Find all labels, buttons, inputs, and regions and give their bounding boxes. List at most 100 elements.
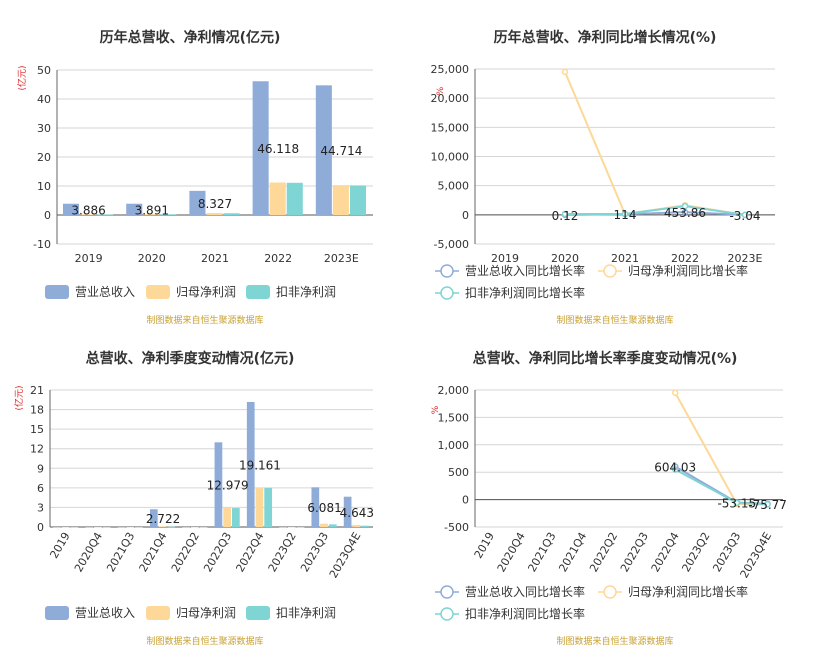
bar-营业总收入-2019 — [53, 527, 61, 528]
data-label: 4.643 — [340, 506, 374, 520]
y-tick-label: 10,000 — [431, 151, 470, 164]
legend-swatch-营业总收入同比增长率[interactable] — [440, 264, 454, 278]
chart-title: 总营收、净利季度变动情况(亿元) — [86, 350, 295, 367]
legend-swatch-归母净利润同比增长率[interactable] — [603, 585, 617, 599]
bar-归母净利润-2023Q3 — [320, 523, 328, 527]
bar-营业总收入-2022 — [252, 81, 269, 215]
legend-label[interactable]: 营业总收入同比增长率 — [465, 584, 585, 599]
legend-swatch-扣非净利润[interactable] — [246, 606, 270, 620]
series-line-扣非净利润同比增长率 — [564, 205, 746, 216]
x-tick-label: 2021Q4 — [137, 530, 170, 574]
bar-归母净利润-2021 — [206, 212, 223, 215]
series-point-扣非净利润同比增长率[interactable] — [621, 210, 629, 218]
y-tick-label: 30 — [37, 122, 51, 135]
data-label: 6.081 — [307, 501, 341, 515]
x-tick-label: 2019 — [472, 530, 497, 561]
quarterly-growth-chart: 总营收、净利同比增长率季度变动情况(%)% -500 0 500 1,000 1,500 2… — [431, 350, 787, 647]
bar-营业总收入-2023Q3 — [311, 487, 320, 527]
legend-label[interactable]: 归母净利润同比增长率 — [628, 584, 748, 599]
data-label: -75.77 — [748, 498, 787, 512]
source-note: 制图数据来自恒生聚源数据库 — [146, 635, 263, 647]
data-label: 3.891 — [135, 203, 169, 217]
bar-扣非净利润-2020Q4 — [102, 527, 111, 528]
legend-swatch-营业总收入同比增长率[interactable] — [440, 585, 454, 599]
x-tick-label: 2023Q3 — [298, 530, 331, 574]
legend-label[interactable]: 扣非净利润 — [276, 285, 336, 299]
series-point-扣非净利润同比增长率[interactable] — [733, 499, 741, 507]
y-tick-label: -5,000 — [434, 238, 469, 251]
y-tick-label: 6 — [37, 482, 44, 495]
data-label: -53.15 — [717, 497, 756, 511]
bar-归母净利润-2022Q2 — [190, 527, 199, 528]
bar-扣非净利润-2021Q3 — [135, 527, 143, 528]
x-tick-label: 2020 — [551, 252, 579, 265]
legend-swatch-扣非净利润同比增长率[interactable] — [440, 607, 454, 621]
series-point-营业总收入同比增长率[interactable] — [681, 208, 689, 216]
data-label: 46.118 — [257, 142, 299, 156]
legend-label[interactable]: 营业总收入 — [75, 285, 135, 299]
series-point-扣非净利润同比增长率[interactable] — [681, 202, 689, 210]
bar-归母净利润-2021Q4 — [158, 526, 167, 527]
bar-营业总收入-2020 — [126, 203, 143, 215]
bar-扣非净利润-2022 — [286, 182, 303, 215]
y-tick-label: -10 — [33, 238, 51, 251]
legend-label[interactable]: 扣非净利润 — [276, 606, 336, 620]
x-tick-label: 2022Q3 — [618, 530, 651, 574]
legend-swatch-归母净利润[interactable] — [146, 606, 170, 620]
series-point-归母净利润同比增长率[interactable] — [561, 68, 569, 76]
legend-label[interactable]: 归母净利润 — [176, 606, 236, 620]
bar-营业总收入-2023Q2 — [279, 527, 287, 528]
x-tick-label: 2023E — [728, 252, 763, 265]
series-point-扣非净利润同比增长率[interactable] — [671, 466, 679, 473]
x-tick-label: 2023Q4E — [327, 530, 364, 580]
x-tick-label: 2023Q2 — [680, 530, 713, 574]
bar-归母净利润-2023E — [332, 185, 349, 215]
legend-label[interactable]: 营业总收入同比增长率 — [465, 263, 585, 278]
series-point-扣非净利润同比增长率[interactable] — [561, 210, 569, 218]
series-point-扣非净利润同比增长率[interactable] — [741, 211, 749, 219]
x-tick-label: 2019 — [47, 530, 72, 561]
series-line-归母净利润同比增长率 — [674, 392, 768, 506]
bar-归母净利润-2019 — [61, 527, 70, 528]
legend-swatch-扣非净利润同比增长率[interactable] — [440, 286, 454, 300]
data-label: 114 — [614, 208, 637, 222]
y-tick-label: -500 — [444, 521, 469, 534]
bar-归母净利润-2020Q4 — [94, 527, 102, 528]
legend-label[interactable]: 扣非净利润同比增长率 — [465, 285, 585, 300]
legend-swatch-营业总收入[interactable] — [45, 285, 69, 299]
y-tick-label: 21 — [30, 384, 44, 397]
legend-label[interactable]: 归母净利润同比增长率 — [628, 263, 748, 278]
y-tick-label: 20,000 — [431, 92, 470, 105]
bar-扣非净利润-2019 — [97, 214, 114, 216]
x-tick-label: 2023E — [324, 252, 359, 265]
y-tick-label: 50 — [37, 64, 51, 77]
legend-swatch-营业总收入[interactable] — [45, 606, 69, 620]
bar-扣非净利润-2019 — [70, 527, 79, 528]
y-tick-label: 1,000 — [438, 439, 470, 452]
legend-swatch-归母净利润同比增长率[interactable] — [603, 264, 617, 278]
series-point-扣非净利润同比增长率[interactable] — [764, 501, 771, 508]
x-tick-label: 2020Q4 — [72, 530, 105, 574]
bar-归母净利润-2022 — [269, 182, 286, 215]
legend-label[interactable]: 归母净利润 — [176, 285, 236, 299]
legend-label[interactable]: 营业总收入 — [75, 606, 135, 620]
legend-label[interactable]: 扣非净利润同比增长率 — [465, 606, 585, 621]
bar-扣非净利润-2022Q2 — [199, 527, 208, 528]
chart-panel-quarterly-revenue: 总营收、净利季度变动情况(亿元) (亿元) 0 3 6 9 12 15 18 21 2019 2020… — [0, 330, 410, 660]
bar-扣非净利润-2021Q4 — [167, 526, 176, 528]
bar-营业总收入-2021Q4 — [149, 509, 158, 527]
y-tick-label: 12 — [30, 443, 44, 456]
chart-title: 总营收、净利同比增长率季度变动情况(%) — [473, 350, 738, 367]
data-label: 0.12 — [552, 209, 579, 223]
legend-swatch-扣非净利润[interactable] — [246, 285, 270, 299]
legend-swatch-归母净利润[interactable] — [146, 285, 170, 299]
x-tick-label: 2019 — [491, 252, 519, 265]
y-tick-label: 0 — [462, 494, 469, 507]
series-point-归母净利润同比增长率[interactable] — [671, 389, 679, 396]
bar-营业总收入-2021Q3 — [117, 527, 126, 528]
data-label: -3.04 — [729, 209, 760, 223]
bar-营业总收入-2021 — [189, 190, 206, 215]
data-label: 44.714 — [320, 144, 362, 158]
x-tick-label: 2022 — [264, 252, 292, 265]
annual-revenue-chart: 历年总营收、净利情况(亿元) (亿元) -10 0 10 20 30 40 50 2019 2020… — [16, 29, 373, 326]
